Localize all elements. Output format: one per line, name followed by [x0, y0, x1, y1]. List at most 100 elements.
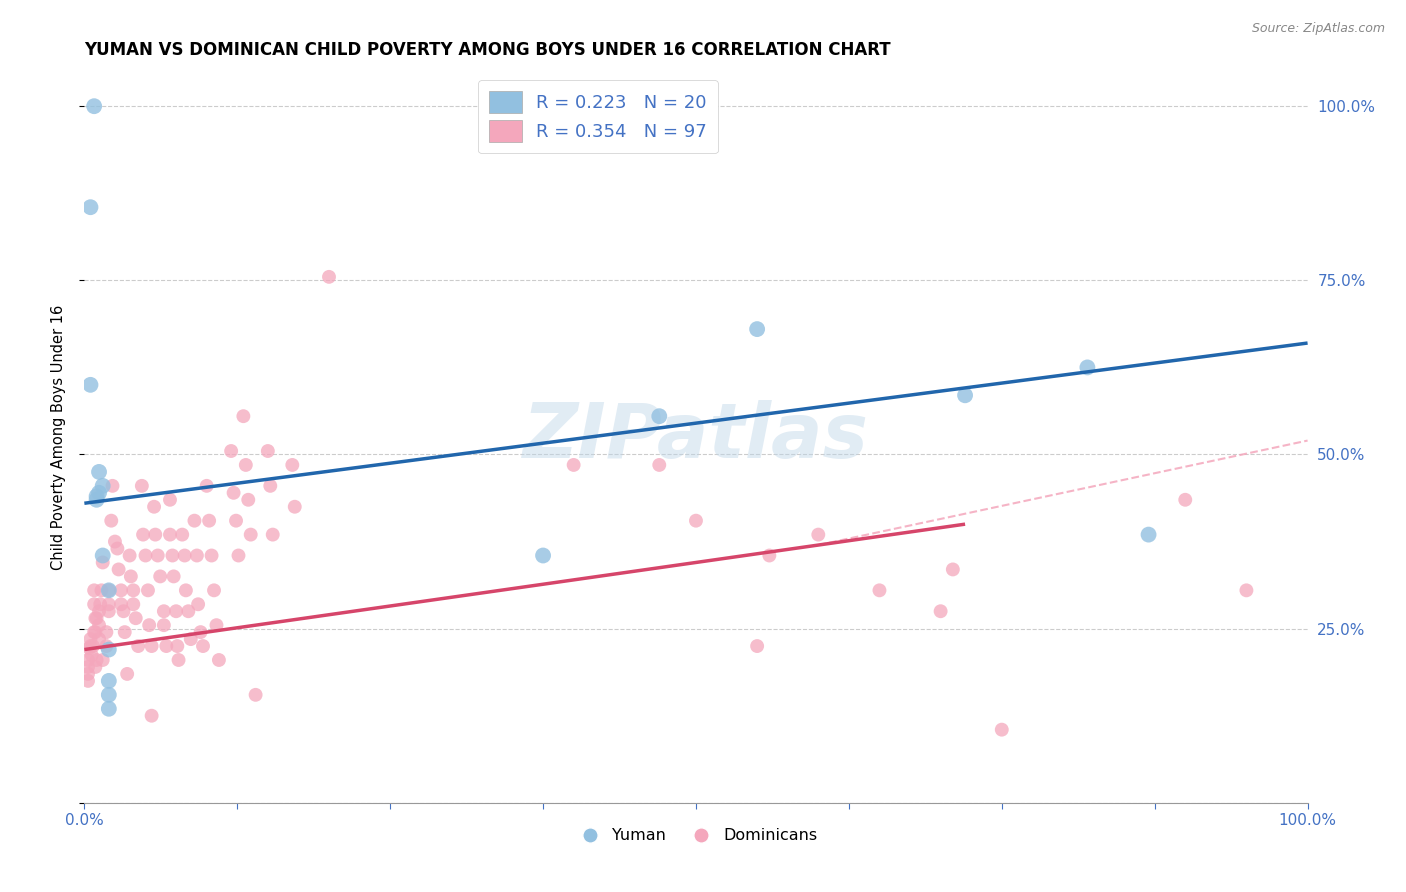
Point — [136, 583, 159, 598]
Point — [100, 514, 122, 528]
Point — [79, 639, 101, 653]
Point — [97, 583, 120, 598]
Point — [112, 604, 135, 618]
Point — [83, 99, 105, 113]
Text: Source: ZipAtlas.com: Source: ZipAtlas.com — [1251, 22, 1385, 36]
Point — [685, 514, 707, 528]
Point — [200, 549, 222, 563]
Point — [96, 625, 118, 640]
Point — [219, 444, 242, 458]
Point — [187, 597, 209, 611]
Point — [110, 583, 132, 598]
Point — [97, 688, 120, 702]
Point — [132, 527, 155, 541]
Point — [91, 653, 114, 667]
Point — [648, 458, 671, 472]
Point — [195, 479, 218, 493]
Point — [208, 653, 231, 667]
Point — [97, 642, 120, 657]
Point — [122, 583, 145, 598]
Point — [83, 583, 105, 598]
Point — [159, 492, 181, 507]
Point — [127, 639, 149, 653]
Point — [82, 639, 104, 653]
Point — [141, 708, 163, 723]
Point — [953, 388, 976, 402]
Point — [1137, 527, 1160, 541]
Point — [143, 527, 166, 541]
Point — [77, 660, 100, 674]
Point — [228, 549, 250, 563]
Point — [155, 639, 177, 653]
Point — [222, 485, 245, 500]
Point — [162, 549, 184, 563]
Point — [172, 527, 194, 541]
Point — [87, 485, 110, 500]
Point — [97, 702, 120, 716]
Point — [163, 569, 186, 583]
Point — [183, 514, 205, 528]
Point — [97, 597, 120, 611]
Point — [747, 322, 769, 336]
Legend: Yuman, Dominicans: Yuman, Dominicans — [568, 822, 824, 850]
Point — [118, 549, 141, 563]
Point — [166, 639, 188, 653]
Point — [87, 465, 110, 479]
Point — [929, 604, 952, 618]
Point — [96, 639, 118, 653]
Point — [191, 639, 214, 653]
Point — [239, 527, 262, 541]
Point — [869, 583, 891, 598]
Point — [146, 549, 169, 563]
Point — [807, 527, 830, 541]
Point — [235, 458, 257, 472]
Point — [91, 556, 114, 570]
Point — [153, 604, 176, 618]
Point — [232, 409, 254, 424]
Point — [159, 527, 181, 541]
Point — [77, 673, 100, 688]
Point — [1174, 492, 1197, 507]
Point — [531, 549, 554, 563]
Point — [131, 479, 153, 493]
Point — [174, 583, 197, 598]
Point — [281, 458, 304, 472]
Point — [87, 604, 110, 618]
Point — [86, 489, 108, 503]
Point — [87, 618, 110, 632]
Point — [91, 549, 114, 563]
Text: YUMAN VS DOMINICAN CHILD POVERTY AMONG BOYS UNDER 16 CORRELATION CHART: YUMAN VS DOMINICAN CHILD POVERTY AMONG B… — [84, 41, 891, 59]
Point — [1236, 583, 1258, 598]
Point — [747, 639, 769, 653]
Point — [97, 673, 120, 688]
Point — [648, 409, 671, 424]
Point — [198, 514, 221, 528]
Point — [205, 618, 228, 632]
Point — [245, 688, 267, 702]
Point — [105, 541, 128, 556]
Point — [138, 618, 160, 632]
Point — [942, 562, 965, 576]
Point — [165, 604, 187, 618]
Point — [84, 611, 107, 625]
Point — [110, 597, 132, 611]
Point — [97, 604, 120, 618]
Point — [284, 500, 307, 514]
Point — [190, 625, 212, 640]
Point — [107, 562, 129, 576]
Point — [758, 549, 780, 563]
Point — [86, 611, 108, 625]
Point — [122, 597, 145, 611]
Point — [135, 549, 157, 563]
Point — [143, 500, 166, 514]
Point — [141, 639, 163, 653]
Point — [90, 583, 112, 598]
Point — [120, 569, 142, 583]
Point — [262, 527, 284, 541]
Point — [77, 641, 100, 656]
Point — [79, 200, 101, 214]
Point — [180, 632, 202, 646]
Point — [562, 458, 585, 472]
Point — [991, 723, 1014, 737]
Point — [87, 632, 110, 646]
